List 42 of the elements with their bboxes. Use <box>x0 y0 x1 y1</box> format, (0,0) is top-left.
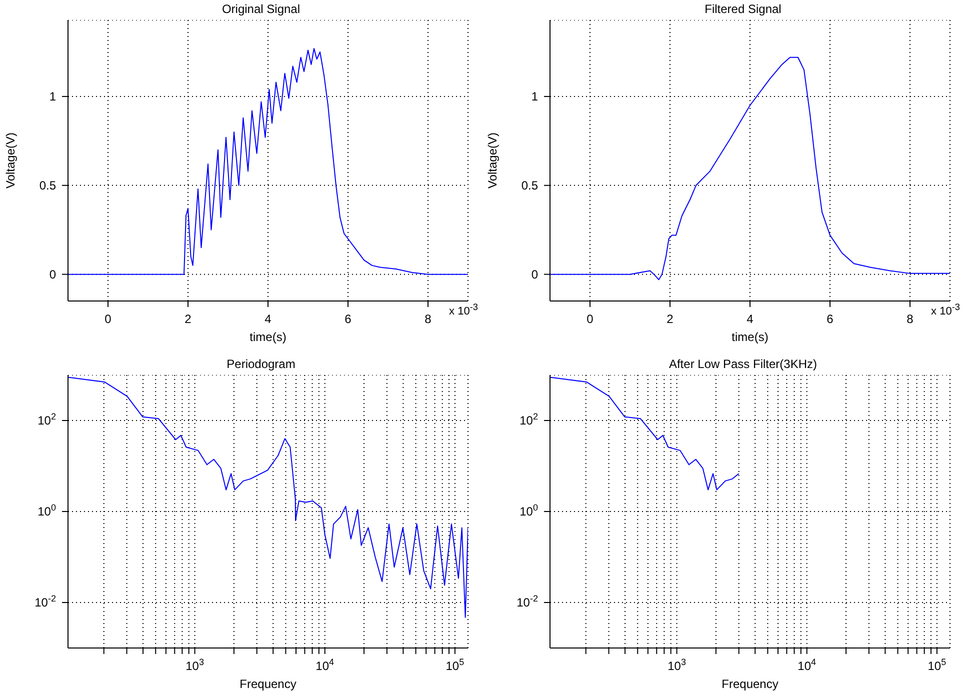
x-axis-title: time(s) <box>732 330 768 344</box>
chart-title: Periodogram <box>226 357 296 371</box>
y-tick-label: 1 <box>531 89 538 104</box>
x-tick-label: 10$^{5}$ <box>446 657 464 673</box>
x-tick-label: 10$^{3}$ <box>668 657 686 673</box>
x-tick-label: 2 <box>666 312 674 326</box>
x-tick-label: 10$^{4}$ <box>316 657 334 673</box>
y-tick-label: 1 <box>49 89 56 104</box>
y-tick-label: 10$^{2}$ <box>38 412 56 428</box>
x-axis-title: Frequency <box>240 677 296 691</box>
chart-title: Filtered Signal <box>704 2 782 16</box>
text: x 10$^{-3}$ <box>449 302 478 318</box>
x-tick-label: 10$^{3}$ <box>186 657 204 673</box>
y-tick-label: 0 <box>531 267 538 282</box>
y-tick-label: 0.5 <box>39 178 56 192</box>
x-axis-title: time(s) <box>250 330 286 344</box>
y-tick-label: 0.5 <box>521 178 538 192</box>
y-axis-title: Voltage(V) <box>485 132 500 189</box>
x-tick-label: 2 <box>184 312 192 326</box>
x-axis-title: Frequency <box>722 677 778 691</box>
line-series <box>68 48 468 275</box>
x-tick-label: 6 <box>826 312 834 326</box>
text: x 10$^{-3}$ <box>931 302 960 318</box>
y-tick-label: 10$^{2}$ <box>520 412 538 428</box>
line-series <box>550 56 950 280</box>
x-tick-label: 8 <box>424 312 432 326</box>
chart-title: Original Signal <box>220 2 302 16</box>
y-axis-title: Voltage(V) <box>3 132 18 189</box>
chart-title: After Low Pass Filter(3KHz) <box>668 357 818 371</box>
x-tick-label: 0 <box>104 312 112 326</box>
y-tick-label: 10$^{-2}$ <box>516 594 538 610</box>
x-tick-label: 0 <box>586 312 594 326</box>
x-tick-label: 10$^{5}$ <box>928 657 946 673</box>
x-tick-label: 8 <box>906 312 914 326</box>
y-tick-label: 10$^{-2}$ <box>34 594 56 610</box>
y-tick-label: 0 <box>49 267 56 282</box>
x-tick-label: 10$^{4}$ <box>798 657 816 673</box>
x-tick-label: 4 <box>264 312 272 326</box>
x-tick-label: 6 <box>344 312 352 326</box>
y-tick-label: 10$^{0}$ <box>38 502 56 518</box>
x-tick-label: 4 <box>746 312 754 326</box>
y-tick-label: 10$^{0}$ <box>520 502 538 518</box>
